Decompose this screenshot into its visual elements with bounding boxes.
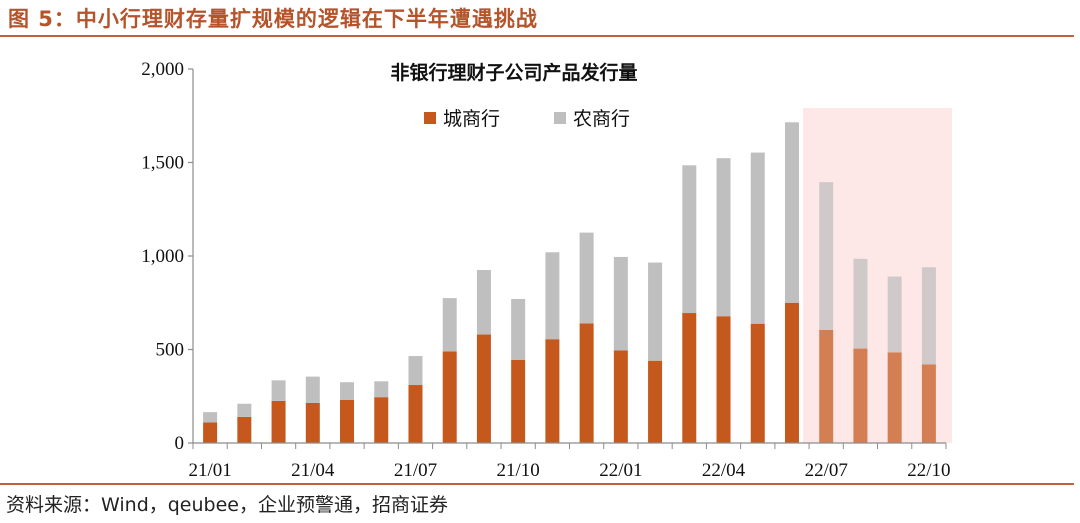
bar-segment-21-03-series-1 (271, 400, 286, 443)
bar-segment-21-02-series-2 (237, 403, 252, 417)
bar-segment-21-09-series-1 (476, 334, 491, 443)
footer-rule (0, 483, 1074, 485)
y-tick-label: 1,500 (141, 153, 184, 174)
chart-title: 非银行理财子公司产品发行量 (390, 61, 637, 84)
bar-segment-22-02-series-2 (648, 262, 663, 361)
bar-segment-21-11-series-2 (545, 252, 560, 340)
bar-segment-21-01-series-2 (203, 412, 218, 423)
bar-segment-21-02-series-1 (237, 416, 252, 443)
y-tick-label: 500 (156, 340, 185, 361)
bar-segment-21-07-series-1 (408, 385, 423, 443)
y-tick-label: 0 (175, 433, 185, 454)
bar-segment-21-05-series-2 (340, 382, 355, 400)
bar-segment-22-01-series-2 (613, 256, 628, 351)
x-tick-label: 21/01 (188, 460, 231, 480)
stacked-bar-chart: 0 500 1,000 1,500 2,000 21/01 21/04 21/07 21/10 2… (141, 59, 952, 480)
bar-segment-21-01-series-1 (203, 422, 218, 443)
highlight-overlay (803, 108, 952, 443)
bar-segment-21-08-series-2 (442, 298, 457, 352)
bar-segment-22-07-series-2 (819, 182, 834, 330)
x-tick-label: 21/10 (497, 460, 540, 480)
bar-segment-21-04-series-2 (305, 376, 320, 403)
bar-segment-22-06-series-1 (784, 302, 799, 443)
bar-segment-21-04-series-1 (305, 402, 320, 443)
bar-segment-21-07-series-2 (408, 356, 423, 386)
bar-segment-22-08-series-1 (853, 348, 868, 443)
y-tick-label: 2,000 (141, 59, 184, 80)
bar-segment-21-09-series-2 (476, 270, 491, 335)
bar-segment-22-06-series-2 (784, 122, 799, 303)
header-rule (0, 35, 1074, 37)
bar-segment-21-05-series-1 (340, 399, 355, 443)
x-tick-label: 22/07 (805, 460, 848, 480)
x-tick-label: 21/07 (394, 460, 437, 480)
bar-segment-21-06-series-2 (374, 381, 389, 398)
bar-segment-22-05-series-2 (750, 152, 765, 324)
legend-label-series-2: 农商行 (573, 108, 630, 130)
bar-segment-22-02-series-1 (648, 360, 663, 443)
bar-segment-21-11-series-1 (545, 339, 560, 443)
figure-title: 图 5：中小行理财存量扩规模的逻辑在下半年遭遇挑战 (8, 7, 538, 31)
bar-segment-21-03-series-2 (271, 380, 286, 401)
bar-segment-22-08-series-2 (853, 258, 868, 349)
bar-segment-22-09-series-2 (887, 276, 902, 353)
legend-swatch-series-1 (424, 112, 436, 124)
bar-segment-22-04-series-2 (716, 158, 731, 317)
bar-segment-21-10-series-1 (511, 359, 526, 443)
bar-segment-21-12-series-1 (579, 323, 594, 443)
bar-segment-22-01-series-1 (613, 350, 628, 443)
figure-header: 图 5：中小行理财存量扩规模的逻辑在下半年遭遇挑战 (0, 0, 1080, 37)
bars-layer (203, 108, 952, 443)
y-tick-label: 1,000 (141, 246, 184, 267)
bar-segment-21-08-series-1 (442, 351, 457, 443)
bar-segment-22-03-series-1 (682, 313, 697, 443)
bar-segment-21-10-series-2 (511, 299, 526, 360)
bar-segment-22-10-series-2 (921, 267, 936, 365)
axes-layer: 0 500 1,000 1,500 2,000 21/01 21/04 21/07 21/10 2… (141, 59, 950, 480)
x-tick-label: 22/04 (702, 460, 746, 480)
source-note: 资料来源：Wind，qeubee，企业预警通，招商证券 (6, 494, 448, 516)
legend: 城商行 农商行 (424, 108, 630, 130)
bar-segment-22-04-series-1 (716, 316, 731, 443)
bar-segment-22-03-series-2 (682, 165, 697, 314)
bar-segment-22-09-series-1 (887, 352, 902, 443)
x-tick-label: 22/10 (907, 460, 950, 480)
bar-segment-21-06-series-1 (374, 397, 389, 443)
x-tick-label: 21/04 (291, 460, 335, 480)
legend-label-series-1: 城商行 (443, 108, 500, 130)
bar-segment-22-05-series-1 (750, 323, 765, 443)
legend-swatch-series-2 (554, 112, 566, 124)
x-tick-label: 22/01 (599, 460, 642, 480)
bar-segment-22-07-series-1 (819, 329, 834, 443)
bar-segment-21-12-series-2 (579, 232, 594, 324)
bar-segment-22-10-series-1 (921, 364, 936, 443)
